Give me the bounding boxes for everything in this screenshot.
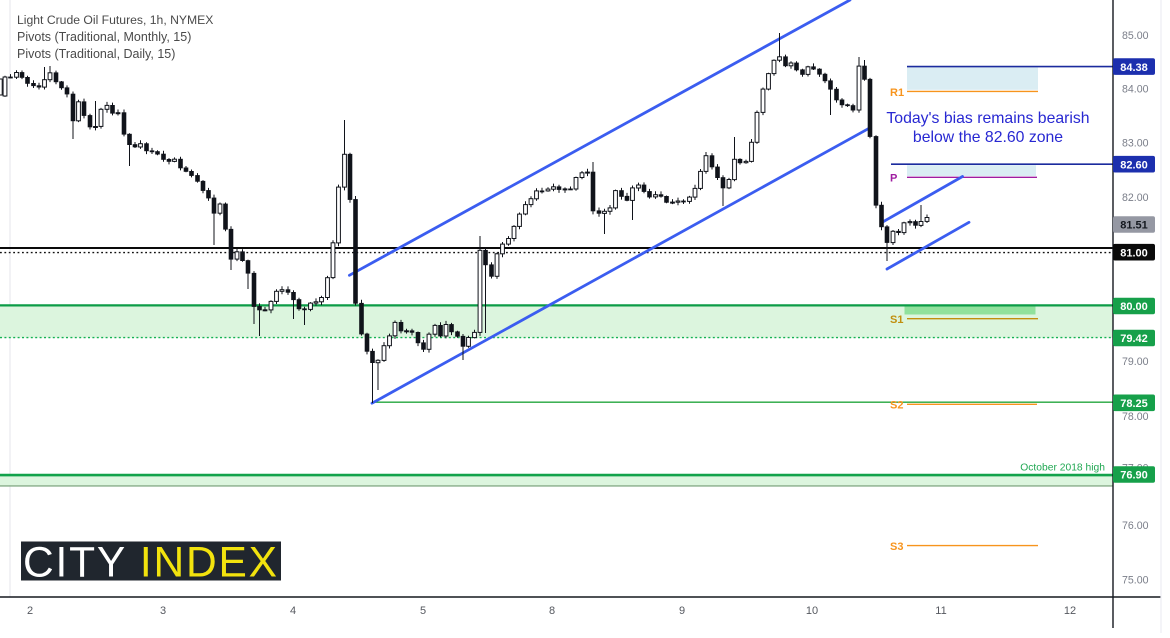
svg-text:S1: S1 [890,314,903,326]
svg-text:12: 12 [1064,605,1076,617]
svg-text:below the 82.60 zone: below the 82.60 zone [913,129,1063,146]
svg-text:CITY INDEX: CITY INDEX [23,540,279,587]
svg-text:Pivots (Traditional, Monthly,: Pivots (Traditional, Monthly, 15) [17,30,191,44]
svg-text:3: 3 [160,605,166,617]
svg-text:78.00: 78.00 [1122,411,1149,423]
svg-text:Light Crude Oil Futures, 1h, N: Light Crude Oil Futures, 1h, NYMEX [17,13,213,27]
svg-text:4: 4 [290,605,296,617]
svg-text:83.00: 83.00 [1122,138,1149,150]
svg-text:R1: R1 [890,87,904,99]
svg-text:Pivots (Traditional, Daily, 15: Pivots (Traditional, Daily, 15) [17,47,175,61]
svg-text:5: 5 [420,605,426,617]
svg-text:78.25: 78.25 [1120,398,1148,410]
svg-text:9: 9 [679,605,685,617]
svg-text:11: 11 [935,605,946,617]
svg-text:81.00: 81.00 [1120,247,1148,259]
svg-text:P: P [890,173,897,185]
svg-text:Today's bias remains bearish: Today's bias remains bearish [886,110,1089,127]
svg-text:76.00: 76.00 [1122,520,1149,532]
svg-text:75.00: 75.00 [1122,575,1149,587]
svg-text:S3: S3 [890,541,903,553]
svg-text:85.00: 85.00 [1122,30,1149,42]
svg-text:79.42: 79.42 [1120,333,1148,345]
svg-text:84.00: 84.00 [1122,84,1149,96]
svg-text:October 2018 high: October 2018 high [1020,463,1105,474]
svg-text:82.00: 82.00 [1122,192,1149,204]
svg-text:84.38: 84.38 [1120,62,1148,74]
svg-text:2: 2 [27,605,33,617]
svg-text:80.00: 80.00 [1120,301,1148,313]
svg-text:10: 10 [806,605,818,617]
svg-text:82.60: 82.60 [1120,159,1148,171]
svg-text:81.51: 81.51 [1120,220,1148,232]
svg-text:8: 8 [549,605,555,617]
svg-text:79.00: 79.00 [1122,356,1149,368]
svg-text:76.90: 76.90 [1120,470,1148,482]
svg-text:S2: S2 [890,400,903,412]
